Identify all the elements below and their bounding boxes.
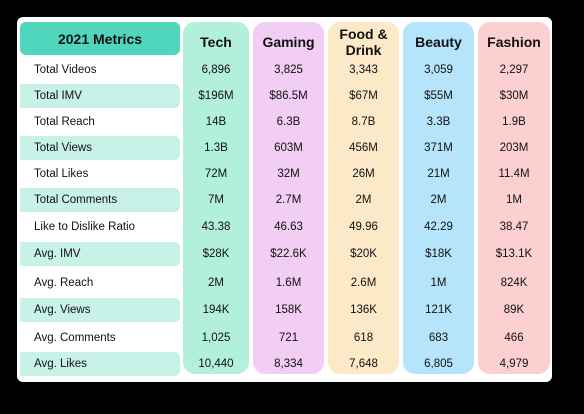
table-cell: 89K <box>503 304 525 316</box>
table-cell: 466 <box>504 332 524 344</box>
category-column: Tech 6,896 $196M 14B 1.3B 72M 7M 43.38 $28K 2M 194… <box>183 22 249 374</box>
table-cell: 2.7M <box>275 194 302 206</box>
table-cell: 121K <box>425 304 452 316</box>
table-cell: 7M <box>208 194 224 206</box>
table-cell: 1M <box>506 194 522 206</box>
table-cell: 2.6M <box>350 277 377 289</box>
table-cell: 721 <box>278 332 299 344</box>
row-label: Avg. Reach <box>34 277 94 289</box>
table-cell: 824K <box>500 277 528 289</box>
table-cell: 1,025 <box>201 332 231 344</box>
table-cell: 14B <box>205 116 227 128</box>
category-column: Fashion 2,297 $30M 1.9B 203M 11.4M 1M 38.47 $13.… <box>478 22 550 374</box>
row-label: Total Videos <box>34 64 97 76</box>
table-cell: $28K <box>202 248 230 260</box>
table-cell: 683 <box>428 332 449 344</box>
table-cell: $86.5M <box>269 90 308 102</box>
table-cell: 3,825 <box>274 64 303 76</box>
table-cell: 1M <box>430 277 447 289</box>
table-cell: 6.3B <box>276 116 301 128</box>
table-cell: 603M <box>274 142 303 154</box>
category-column: Beauty 3,059 $55M 3.3B 371M 21M 2M 42.29 $18K 1M 1… <box>403 22 474 374</box>
table-cell: 3,343 <box>349 64 378 76</box>
table-cell: 38.47 <box>499 221 529 233</box>
row-label: Total Reach <box>34 116 95 128</box>
table-cell: 1.6M <box>275 277 302 289</box>
table-cell: $55M <box>424 90 453 102</box>
table-cell: 46.63 <box>274 221 303 233</box>
table-cell: 3.3B <box>426 116 451 128</box>
row-label: Avg. Likes <box>20 352 180 376</box>
table-cell: 72M <box>204 168 228 180</box>
table-cell: 194K <box>202 304 230 316</box>
table-cell: $20K <box>350 248 377 260</box>
row-label: Total Views <box>20 136 180 160</box>
column-header: Gaming <box>262 34 315 50</box>
row-label: Total IMV <box>20 84 180 108</box>
table-cell: 158K <box>275 304 302 316</box>
table-cell: 1.9B <box>502 116 526 128</box>
table-cell: 2M <box>430 194 447 206</box>
table-cell: $196M <box>198 90 234 102</box>
table-cell: 42.29 <box>424 221 453 233</box>
row-label: Avg. Comments <box>34 332 116 344</box>
table-cell: 203M <box>499 142 529 154</box>
table-cell: $18K <box>425 248 452 260</box>
table-cell: 1.3B <box>204 142 228 154</box>
table-cell: 2M <box>208 277 224 289</box>
table-cell: 6,805 <box>424 358 453 370</box>
column-header: Beauty <box>415 34 462 50</box>
table-cell: 11.4M <box>498 168 530 180</box>
table-title: 2021 Metrics <box>20 22 180 55</box>
row-label: Avg. IMV <box>20 242 180 266</box>
row-label: Avg. Views <box>20 298 180 322</box>
table-cell: 6,896 <box>201 64 231 76</box>
table-cell: 8.7B <box>351 116 376 128</box>
row-label: Like to Dislike Ratio <box>34 221 135 233</box>
table-cell: $22.6K <box>270 248 307 260</box>
column-header: Food & Drink <box>339 26 388 58</box>
table-cell: 10,440 <box>198 358 234 370</box>
table-cell: 49.96 <box>349 221 378 233</box>
table-cell: 21M <box>427 168 450 180</box>
table-cell: 4,979 <box>499 358 529 370</box>
table-cell: $13.1K <box>495 248 533 260</box>
table-cell: 618 <box>353 332 374 344</box>
table-cell: 456M <box>349 142 378 154</box>
row-label: Total Likes <box>34 168 89 180</box>
category-column: Food & Drink 3,343 $67M 8.7B 456M 26M 2M 49.96 $… <box>328 22 399 374</box>
table-cell: $67M <box>349 90 378 102</box>
table-cell: 3,059 <box>424 64 453 76</box>
table-cell: $30M <box>499 90 529 102</box>
table-cell: 43.38 <box>201 221 231 233</box>
table-cell: 26M <box>352 168 375 180</box>
table-cell: 2,297 <box>499 64 529 76</box>
table-cell: 2M <box>355 194 372 206</box>
column-header: Tech <box>200 34 232 50</box>
row-label: Total Comments <box>20 188 180 212</box>
column-header: Fashion <box>487 34 541 50</box>
table-cell: 8,334 <box>274 358 303 370</box>
table-cell: 7,648 <box>349 358 378 370</box>
table-cell: 136K <box>350 304 377 316</box>
category-column: Gaming 3,825 $86.5M 6.3B 603M 32M 2.7M 46.63 $22… <box>253 22 324 374</box>
table-cell: 371M <box>424 142 453 154</box>
table-cell: 32M <box>277 168 300 180</box>
